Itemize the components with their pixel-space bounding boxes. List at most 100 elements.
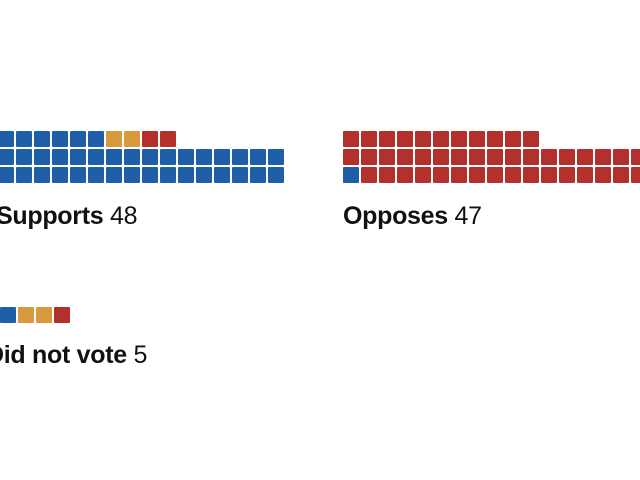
seat-democrat	[268, 167, 284, 183]
seat-democrat	[250, 149, 266, 165]
group-count-opposes: 47	[454, 202, 483, 230]
seat-democrat	[268, 149, 284, 165]
seat-grid-opposes	[343, 131, 640, 185]
seat-republican	[361, 167, 377, 183]
seat-republican	[487, 149, 503, 165]
seat-democrat	[214, 149, 230, 165]
seat-republican	[361, 149, 377, 165]
seat-republican	[433, 149, 449, 165]
seat-democrat	[0, 149, 14, 165]
seat-independent	[124, 131, 140, 147]
seat-democrat	[196, 167, 212, 183]
seat-grid-supports	[0, 131, 286, 185]
seat-democrat	[124, 167, 140, 183]
seat-democrat	[343, 167, 359, 183]
seat-republican	[469, 149, 485, 165]
seat-democrat	[0, 131, 14, 147]
seat-republican	[54, 307, 70, 323]
seat-republican	[379, 149, 395, 165]
seat-democrat	[178, 149, 194, 165]
seat-democrat	[250, 167, 266, 183]
seat-democrat	[16, 131, 32, 147]
group-name-did-not-vote: Did not vote	[0, 341, 127, 369]
seat-republican	[142, 131, 158, 147]
seat-democrat	[232, 167, 248, 183]
seat-democrat	[34, 131, 50, 147]
seat-democrat	[16, 149, 32, 165]
seat-republican	[379, 131, 395, 147]
seat-republican	[523, 131, 539, 147]
seat-democrat	[124, 149, 140, 165]
seat-republican	[487, 131, 503, 147]
seat-democrat	[106, 167, 122, 183]
seat-republican	[433, 131, 449, 147]
seat-republican	[397, 131, 413, 147]
seat-republican	[415, 149, 431, 165]
label-supports: Supports 48	[0, 202, 138, 230]
seat-republican	[523, 149, 539, 165]
seat-republican	[415, 131, 431, 147]
seat-democrat	[34, 167, 50, 183]
seat-republican	[613, 167, 629, 183]
seat-republican	[631, 149, 640, 165]
group-name-supports: Supports	[0, 202, 104, 230]
seat-republican	[595, 149, 611, 165]
seat-democrat	[0, 167, 14, 183]
group-name-opposes: Opposes	[343, 202, 448, 230]
seat-democrat	[106, 149, 122, 165]
seat-republican	[505, 131, 521, 147]
seat-democrat	[88, 167, 104, 183]
seat-democrat	[70, 149, 86, 165]
seat-democrat	[16, 167, 32, 183]
seat-republican	[469, 131, 485, 147]
seat-republican	[343, 131, 359, 147]
seat-republican	[541, 149, 557, 165]
seat-democrat	[160, 167, 176, 183]
seat-republican	[469, 167, 485, 183]
seat-democrat	[70, 167, 86, 183]
seat-republican	[595, 167, 611, 183]
seat-republican	[559, 149, 575, 165]
seat-republican	[160, 131, 176, 147]
group-supports: Supports 48	[0, 131, 286, 229]
group-count-supports: 48	[109, 202, 138, 230]
seat-republican	[523, 167, 539, 183]
seat-republican	[451, 167, 467, 183]
seat-republican	[541, 167, 557, 183]
seat-republican	[577, 167, 593, 183]
seat-democrat	[196, 149, 212, 165]
seat-democrat	[34, 149, 50, 165]
seat-democrat	[142, 149, 158, 165]
seat-republican	[505, 167, 521, 183]
seat-democrat	[52, 167, 68, 183]
seat-independent	[106, 131, 122, 147]
seat-democrat	[52, 131, 68, 147]
seat-republican	[397, 167, 413, 183]
seat-democrat	[88, 131, 104, 147]
seat-republican	[433, 167, 449, 183]
seat-republican	[451, 131, 467, 147]
seat-republican	[577, 149, 593, 165]
seat-independent	[36, 307, 52, 323]
seat-democrat	[88, 149, 104, 165]
seat-democrat	[70, 131, 86, 147]
seat-independent	[18, 307, 34, 323]
seat-republican	[361, 131, 377, 147]
seat-democrat	[178, 167, 194, 183]
seat-republican	[487, 167, 503, 183]
group-opposes: Opposes 47	[343, 131, 640, 229]
seat-republican	[613, 149, 629, 165]
seat-grid-did-not-vote	[0, 307, 72, 325]
seat-republican	[397, 149, 413, 165]
seat-republican	[559, 167, 575, 183]
seat-democrat	[232, 149, 248, 165]
seat-democrat	[142, 167, 158, 183]
seat-republican	[379, 167, 395, 183]
seat-democrat	[0, 307, 16, 323]
group-count-did-not-vote: 5	[133, 341, 148, 369]
label-did-not-vote: Did not vote 5	[0, 343, 147, 368]
seat-democrat	[160, 149, 176, 165]
seat-republican	[343, 149, 359, 165]
label-opposes: Opposes 47	[343, 204, 482, 229]
seat-republican	[415, 167, 431, 183]
